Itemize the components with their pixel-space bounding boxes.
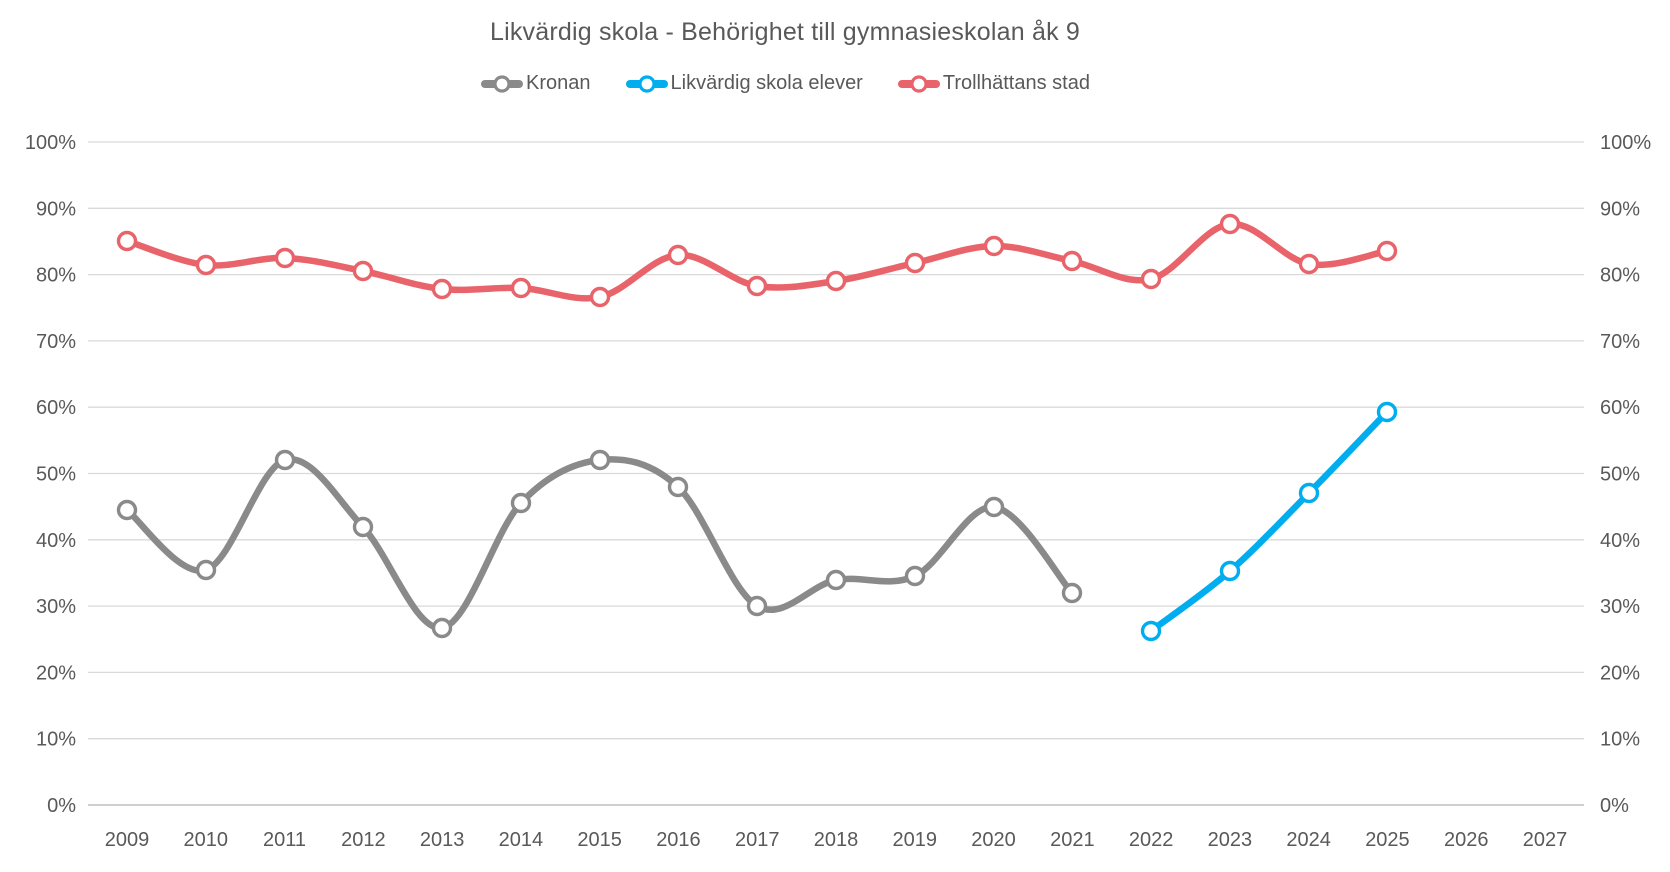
data-point-marker [589, 286, 611, 308]
y-axis-tick-right: 80% [1600, 265, 1640, 287]
y-axis-tick-left: 90% [36, 198, 76, 220]
x-axis-tick: 2015 [577, 829, 622, 851]
legend-label: Likvärdig skola elever [670, 72, 863, 94]
x-axis-tick: 2012 [341, 829, 386, 851]
x-axis-tick: 2018 [814, 829, 859, 851]
data-point-marker [1140, 620, 1162, 642]
data-point-marker [352, 516, 374, 538]
data-point-marker [510, 277, 532, 299]
x-axis-tick: 2025 [1365, 829, 1410, 851]
y-axis-tick-right: 70% [1600, 331, 1640, 353]
data-point-marker [667, 244, 689, 266]
data-point-marker [1298, 253, 1320, 275]
x-axis-tick: 2027 [1523, 829, 1568, 851]
series-line-1 [1147, 408, 1391, 635]
data-point-marker [431, 617, 453, 639]
x-axis-tick: 2024 [1286, 829, 1331, 851]
x-axis-tick: 2023 [1208, 829, 1253, 851]
data-point-marker [1061, 250, 1083, 272]
data-point-marker [904, 565, 926, 587]
data-point-marker [1219, 213, 1241, 235]
data-point-marker [825, 270, 847, 292]
y-axis-tick-left: 100% [25, 132, 76, 154]
data-point-marker [274, 247, 296, 269]
data-point-marker [746, 275, 768, 297]
y-axis-tick-left: 20% [36, 662, 76, 684]
data-point-marker [1219, 560, 1241, 582]
data-point-marker [746, 595, 768, 617]
legend-line-marker-icon [481, 74, 524, 93]
x-axis-tick: 2022 [1129, 829, 1174, 851]
data-point-marker [904, 252, 926, 274]
x-axis-tick: 2026 [1444, 829, 1489, 851]
data-point-marker [1376, 401, 1398, 423]
data-point-marker [1298, 482, 1320, 504]
x-axis-tick: 2014 [499, 829, 544, 851]
y-axis-tick-left: 30% [36, 596, 76, 618]
y-axis-tick-left: 70% [36, 331, 76, 353]
legend-item-0: Kronan [480, 72, 591, 95]
legend-line-marker-icon [897, 74, 940, 93]
x-axis-tick: 2009 [105, 829, 150, 851]
chart-title: Likvärdig skola - Behörighet till gymnas… [489, 18, 1081, 46]
data-point-marker [352, 260, 374, 282]
data-point-marker [983, 496, 1005, 518]
legend-item-1: Likvärdig skola elever [625, 72, 863, 95]
y-axis-tick-right: 60% [1600, 397, 1640, 419]
y-axis-tick-right: 0% [1600, 795, 1629, 817]
x-axis-tick: 2017 [735, 829, 780, 851]
y-axis-tick-right: 100% [1600, 132, 1651, 154]
y-axis-tick-left: 60% [36, 397, 76, 419]
data-point-marker [983, 235, 1005, 257]
legend-line-marker-icon [625, 74, 668, 93]
data-point-marker [116, 230, 138, 252]
y-axis-tick-left: 50% [36, 464, 76, 486]
data-point-marker [1376, 240, 1398, 262]
chart-legend: Kronan Likvärdig skola elever Trollhättans… [0, 72, 1570, 95]
data-point-marker [825, 569, 847, 591]
y-axis-tick-left: 80% [36, 265, 76, 287]
series-line-0 [123, 456, 1076, 632]
x-axis-tick: 2020 [971, 829, 1016, 851]
y-axis-tick-right: 10% [1600, 729, 1640, 751]
y-axis-tick-right: 50% [1600, 464, 1640, 486]
y-axis-tick-right: 30% [1600, 596, 1640, 618]
y-axis-tick-right: 20% [1600, 662, 1640, 684]
data-point-marker [1061, 582, 1083, 604]
x-axis-tick: 2019 [893, 829, 938, 851]
x-axis-tick: 2013 [420, 829, 465, 851]
y-axis-tick-right: 90% [1600, 198, 1640, 220]
data-point-marker [589, 449, 611, 471]
x-axis-tick: 2010 [184, 829, 229, 851]
x-axis-tick: 2021 [1050, 829, 1095, 851]
data-point-marker [510, 492, 532, 514]
data-point-marker [274, 449, 296, 471]
data-point-marker [195, 559, 217, 581]
x-axis-tick: 2016 [656, 829, 701, 851]
legend-label: Kronan [526, 72, 591, 94]
y-axis-tick-left: 40% [36, 530, 76, 552]
data-point-marker [667, 476, 689, 498]
y-axis-tick-right: 40% [1600, 530, 1640, 552]
data-point-marker [195, 254, 217, 276]
legend-item-2: Trollhättans stad [897, 72, 1090, 95]
x-axis-tick: 2011 [263, 829, 306, 851]
y-axis-tick-left: 10% [36, 729, 76, 751]
legend-label: Trollhättans stad [942, 72, 1090, 94]
data-point-marker [116, 499, 138, 521]
y-axis-tick-left: 0% [47, 795, 76, 817]
data-point-marker [1140, 268, 1162, 290]
data-point-marker [431, 278, 453, 300]
